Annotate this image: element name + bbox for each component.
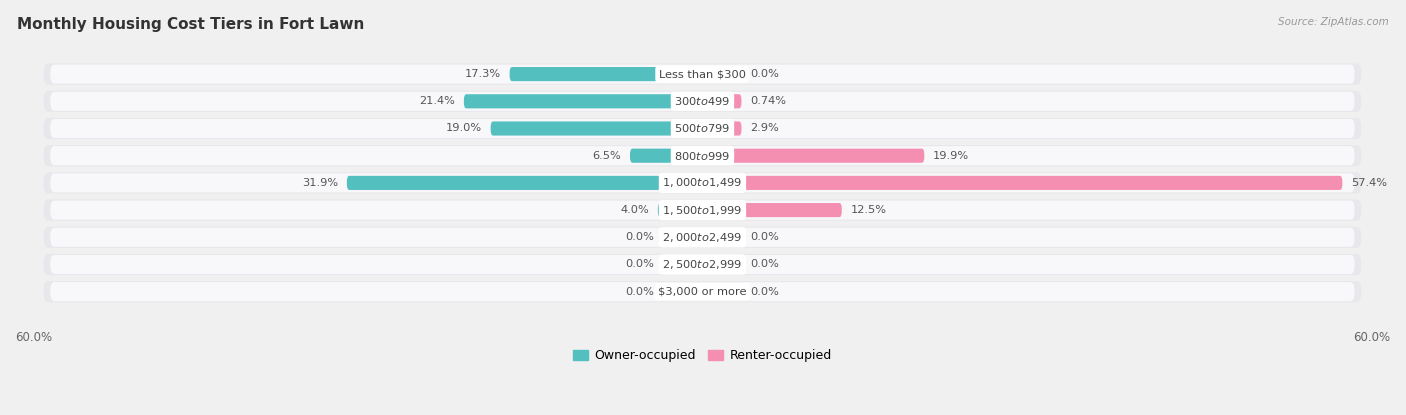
FancyBboxPatch shape — [44, 227, 1361, 248]
Text: $300 to $499: $300 to $499 — [675, 95, 731, 107]
FancyBboxPatch shape — [44, 200, 1361, 221]
FancyBboxPatch shape — [44, 172, 1361, 193]
Text: Less than $300: Less than $300 — [659, 69, 747, 79]
FancyBboxPatch shape — [51, 173, 1354, 193]
Text: 0.0%: 0.0% — [751, 287, 779, 297]
Text: 0.0%: 0.0% — [751, 259, 779, 269]
FancyBboxPatch shape — [491, 122, 703, 136]
FancyBboxPatch shape — [51, 146, 1354, 165]
FancyBboxPatch shape — [44, 91, 1361, 112]
FancyBboxPatch shape — [51, 65, 1354, 84]
Text: $2,000 to $2,499: $2,000 to $2,499 — [662, 231, 742, 244]
Text: Monthly Housing Cost Tiers in Fort Lawn: Monthly Housing Cost Tiers in Fort Lawn — [17, 17, 364, 32]
FancyBboxPatch shape — [703, 149, 924, 163]
Text: 0.74%: 0.74% — [751, 96, 786, 106]
Text: 12.5%: 12.5% — [851, 205, 887, 215]
FancyBboxPatch shape — [51, 255, 1354, 274]
FancyBboxPatch shape — [664, 285, 703, 299]
FancyBboxPatch shape — [703, 122, 741, 136]
FancyBboxPatch shape — [509, 67, 703, 81]
FancyBboxPatch shape — [658, 203, 703, 217]
FancyBboxPatch shape — [464, 94, 703, 108]
Text: 0.0%: 0.0% — [626, 259, 655, 269]
Legend: Owner-occupied, Renter-occupied: Owner-occupied, Renter-occupied — [568, 344, 837, 367]
FancyBboxPatch shape — [44, 145, 1361, 166]
Text: $500 to $799: $500 to $799 — [675, 122, 731, 134]
Text: $1,500 to $1,999: $1,500 to $1,999 — [662, 204, 742, 217]
Text: $800 to $999: $800 to $999 — [675, 150, 731, 162]
FancyBboxPatch shape — [703, 203, 842, 217]
FancyBboxPatch shape — [664, 257, 703, 271]
Text: 0.0%: 0.0% — [751, 232, 779, 242]
Text: 31.9%: 31.9% — [302, 178, 337, 188]
FancyBboxPatch shape — [44, 281, 1361, 302]
FancyBboxPatch shape — [44, 254, 1361, 275]
FancyBboxPatch shape — [703, 67, 741, 81]
FancyBboxPatch shape — [44, 63, 1361, 85]
FancyBboxPatch shape — [44, 118, 1361, 139]
Text: 0.0%: 0.0% — [626, 232, 655, 242]
FancyBboxPatch shape — [347, 176, 703, 190]
Text: 57.4%: 57.4% — [1351, 178, 1388, 188]
Text: $2,500 to $2,999: $2,500 to $2,999 — [662, 258, 742, 271]
FancyBboxPatch shape — [51, 92, 1354, 111]
FancyBboxPatch shape — [51, 282, 1354, 301]
FancyBboxPatch shape — [703, 176, 1343, 190]
Text: Source: ZipAtlas.com: Source: ZipAtlas.com — [1278, 17, 1389, 27]
FancyBboxPatch shape — [703, 257, 741, 271]
FancyBboxPatch shape — [703, 94, 741, 108]
FancyBboxPatch shape — [703, 285, 741, 299]
Text: 4.0%: 4.0% — [620, 205, 650, 215]
Text: 6.5%: 6.5% — [592, 151, 621, 161]
Text: 17.3%: 17.3% — [464, 69, 501, 79]
FancyBboxPatch shape — [51, 200, 1354, 220]
Text: 0.0%: 0.0% — [751, 69, 779, 79]
Text: 0.0%: 0.0% — [626, 287, 655, 297]
FancyBboxPatch shape — [703, 230, 741, 244]
Text: 19.0%: 19.0% — [446, 124, 482, 134]
FancyBboxPatch shape — [51, 119, 1354, 138]
Text: 19.9%: 19.9% — [934, 151, 969, 161]
FancyBboxPatch shape — [51, 228, 1354, 247]
Text: $3,000 or more: $3,000 or more — [658, 287, 747, 297]
FancyBboxPatch shape — [630, 149, 703, 163]
Text: 21.4%: 21.4% — [419, 96, 456, 106]
Text: $1,000 to $1,499: $1,000 to $1,499 — [662, 176, 742, 189]
Text: 2.9%: 2.9% — [751, 124, 779, 134]
FancyBboxPatch shape — [664, 230, 703, 244]
